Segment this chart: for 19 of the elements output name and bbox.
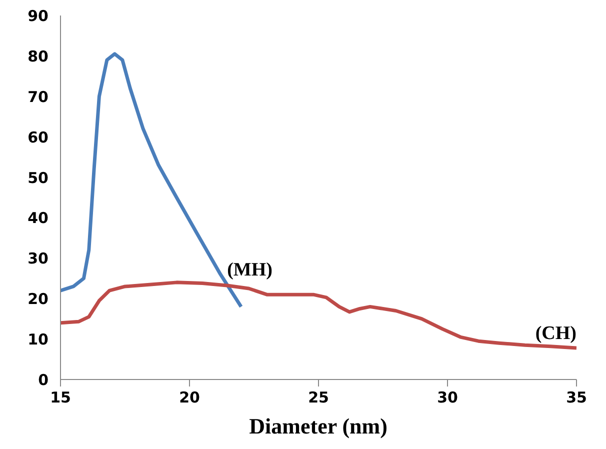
y-tick-label: 50 <box>28 168 48 187</box>
y-tick-label: 20 <box>28 290 48 308</box>
y-tick-label: 90 <box>28 7 48 25</box>
x-tick-label: 15 <box>50 388 71 406</box>
y-tick-label: 0 <box>38 371 48 389</box>
x-tick-label: 20 <box>179 388 200 406</box>
line-series <box>60 280 576 350</box>
y-tick-label: 10 <box>28 330 48 349</box>
y-tick-label: 40 <box>28 209 48 228</box>
y-tick-label: 80 <box>28 47 48 66</box>
series-label: (MH) <box>227 260 272 281</box>
series-label: (CH) <box>535 322 576 344</box>
y-tick-label: 60 <box>28 128 48 146</box>
x-tick-label: 30 <box>437 388 458 406</box>
x-tick-label: 25 <box>308 388 329 406</box>
x-axis-title: Diameter (nm) <box>249 414 388 438</box>
y-tick-label: 30 <box>28 250 48 268</box>
y-tick-label: 70 <box>28 88 48 106</box>
x-tick-label: 35 <box>566 388 587 406</box>
